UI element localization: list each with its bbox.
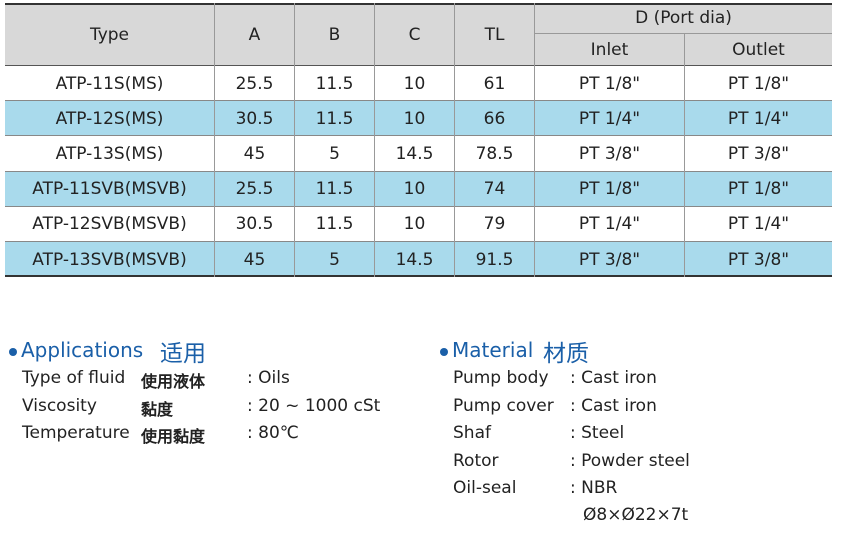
table-cell: 5 xyxy=(295,136,375,172)
table-cell: 5 xyxy=(295,242,375,278)
table-cell: PT 3/8" xyxy=(727,249,790,270)
table-cell: PT 1/4" xyxy=(727,214,790,235)
header-cell: D (Port dia) xyxy=(535,3,832,34)
header-cell: Inlet xyxy=(535,34,685,66)
header-bg xyxy=(5,3,832,66)
table-cell: 10 xyxy=(375,171,455,207)
row-bg xyxy=(5,66,832,102)
table-cell: 61 xyxy=(455,66,535,102)
table-cell: ATP-11SVB(MSVB) xyxy=(5,171,215,207)
item-value: : Steel xyxy=(570,423,625,443)
item-label: Viscosity xyxy=(22,395,97,416)
item-value: : NBR xyxy=(570,478,618,498)
header-cell: Type xyxy=(5,3,215,66)
table-cell: ATP-12S(MS) xyxy=(5,101,215,137)
item-label: Pump cover xyxy=(453,395,554,416)
row-bg xyxy=(5,171,832,207)
table-cell: PT 3/8" xyxy=(535,136,685,172)
item-value: : Cast iron xyxy=(570,368,657,388)
table-cell: 11.5 xyxy=(295,171,375,207)
table-cell: ATP-11S(MS) xyxy=(5,66,215,102)
row-bg xyxy=(5,136,832,172)
table-cell: PT 1/4" xyxy=(727,108,790,129)
section-title-cjk: 材质 xyxy=(543,341,589,367)
section-title: Material xyxy=(452,338,534,362)
item-label-cjk: 黏度 xyxy=(141,399,174,419)
table-cell: 78.5 xyxy=(455,136,535,172)
bullet xyxy=(9,348,17,356)
table-cell: 10 xyxy=(375,206,455,242)
row-bg xyxy=(5,242,832,278)
item-label: Shaf xyxy=(453,423,491,443)
table-cell: PT 1/8" xyxy=(727,73,790,94)
table-cell: 79 xyxy=(455,206,535,242)
table-cell: 25.5 xyxy=(215,171,295,207)
header-cell: A xyxy=(215,3,295,66)
item-value: : Oils xyxy=(247,368,290,388)
header-cell: B xyxy=(295,3,375,66)
item-label-cjk: 使用液体 xyxy=(141,372,206,391)
bullet xyxy=(440,348,448,356)
item-label: Rotor xyxy=(453,450,499,471)
table-cell: 74 xyxy=(455,171,535,207)
table-cell: 30.5 xyxy=(215,101,295,137)
item-value: : Cast iron xyxy=(570,395,657,416)
table-cell: 30.5 xyxy=(215,206,295,242)
table-cell: PT 3/8" xyxy=(727,143,790,164)
table-cell: 66 xyxy=(455,101,535,137)
table-cell: 11.5 xyxy=(295,66,375,102)
item-value: : 20 ~ 1000 cSt xyxy=(247,395,381,416)
item-value: : 80℃ xyxy=(247,423,299,443)
item-value: : Powder steel xyxy=(570,450,690,471)
header-cell: TL xyxy=(455,3,535,66)
row-bg xyxy=(5,101,832,137)
table-cell: ATP-12SVB(MSVB) xyxy=(5,206,215,242)
table-cell: PT 1/4" xyxy=(535,101,685,137)
table-cell: PT 1/8" xyxy=(535,171,685,207)
item-label: Oil-seal xyxy=(453,478,517,498)
table-cell: 25.5 xyxy=(215,66,295,102)
item-label-cjk: 使用黏度 xyxy=(141,427,206,446)
table-cell: 45 xyxy=(215,136,295,172)
table-cell: 45 xyxy=(215,242,295,278)
table-cell: PT 1/8" xyxy=(535,66,685,102)
item-label: Temperature xyxy=(22,423,130,443)
table-cell: ATP-13S(MS) xyxy=(5,136,215,172)
table-cell: 11.5 xyxy=(295,101,375,137)
section-title-cjk: 适用 xyxy=(160,341,206,367)
section-title: Applications xyxy=(21,338,144,362)
table-cell: 14.5 xyxy=(375,136,455,172)
table-cell: 14.5 xyxy=(375,242,455,278)
table-cell: PT 1/8" xyxy=(727,179,790,200)
table-cell: 91.5 xyxy=(455,242,535,278)
item-label: Type of fluid xyxy=(22,368,126,388)
item-note: Ø8×Ø22×7t xyxy=(583,505,689,525)
table-cell: PT 3/8" xyxy=(535,242,685,278)
row-bg xyxy=(5,206,832,242)
table-cell: 11.5 xyxy=(295,206,375,242)
header-cell: C xyxy=(375,3,455,66)
table-cell: PT 1/4" xyxy=(535,206,685,242)
header-cell: Outlet xyxy=(732,40,785,60)
table-cell: ATP-13SVB(MSVB) xyxy=(5,242,215,278)
table-cell: 10 xyxy=(375,101,455,137)
item-label: Pump body xyxy=(453,368,549,388)
table-cell: 10 xyxy=(375,66,455,102)
